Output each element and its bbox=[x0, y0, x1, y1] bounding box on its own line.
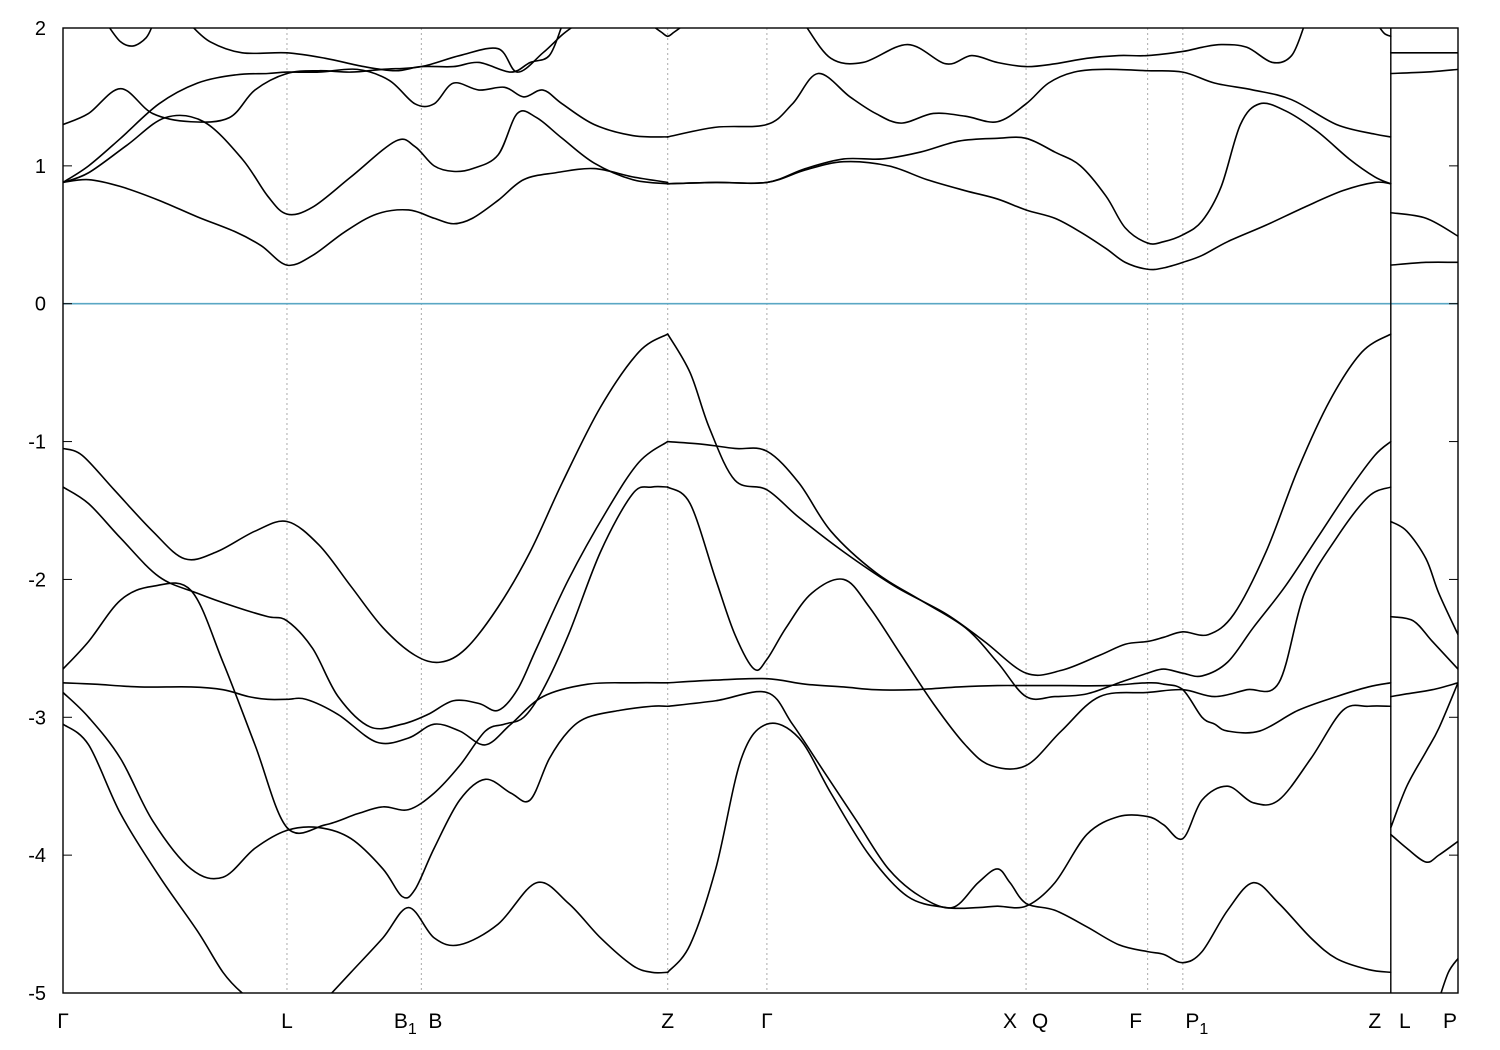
band-line-18 bbox=[1390, 520, 1458, 636]
x-tick-labels: Γ L B1 B Z Γ X Q F P1 Z L P bbox=[57, 1010, 1457, 1038]
ytick-label: -3 bbox=[28, 707, 46, 729]
xtick-label: B bbox=[428, 1010, 442, 1033]
band-line-28 bbox=[1390, 682, 1458, 698]
xtick-label: X bbox=[1003, 1010, 1017, 1033]
band-line-14 bbox=[1378, 28, 1392, 38]
xtick-label: P1 bbox=[1185, 1010, 1208, 1038]
band-line-7 bbox=[666, 68, 1392, 138]
ytick-label: 2 bbox=[35, 18, 46, 40]
plot-frame bbox=[62, 27, 1459, 994]
band-line-30 bbox=[330, 881, 669, 993]
band-line-27 bbox=[666, 690, 1392, 974]
xtick-label: P bbox=[1443, 1010, 1457, 1033]
band-line-11 bbox=[108, 28, 153, 47]
band-line-5 bbox=[1390, 211, 1458, 237]
xtick-label: Γ bbox=[761, 1010, 773, 1033]
ytick-label: 0 bbox=[35, 294, 46, 316]
band-line-20 bbox=[666, 440, 1392, 701]
band-line-1 bbox=[666, 160, 1392, 271]
band-line-21 bbox=[1390, 615, 1458, 670]
band-line-17 bbox=[666, 333, 1392, 677]
xtick-label: B1 bbox=[394, 1010, 417, 1038]
band-line-6 bbox=[63, 68, 669, 184]
ytick-label: 1 bbox=[35, 156, 46, 178]
ytick-label: -4 bbox=[28, 845, 46, 867]
band-line-3 bbox=[63, 110, 669, 216]
band-line-25 bbox=[666, 677, 1392, 734]
band-line-23 bbox=[666, 486, 1392, 770]
band-line-34 bbox=[1440, 957, 1458, 993]
band-line-29 bbox=[63, 723, 244, 993]
xtick-label: Γ bbox=[57, 1010, 69, 1033]
band-line-12 bbox=[192, 28, 562, 73]
band-line-9 bbox=[63, 28, 573, 126]
band-line-32 bbox=[1390, 682, 1458, 829]
band-line-24 bbox=[63, 681, 669, 746]
band-line-0 bbox=[63, 167, 669, 267]
ytick-label: -5 bbox=[28, 983, 46, 1005]
band-line-16 bbox=[63, 333, 669, 664]
band-line-2 bbox=[1390, 261, 1458, 266]
ytick-label: -1 bbox=[28, 432, 46, 454]
band-line-4 bbox=[666, 102, 1392, 245]
xtick-label: Z bbox=[1368, 1010, 1381, 1033]
xtick-label: L bbox=[281, 1010, 293, 1033]
axes bbox=[62, 27, 1459, 994]
xtick-label: Q bbox=[1032, 1010, 1048, 1033]
band-line-13 bbox=[654, 28, 682, 38]
xtick-label: Z bbox=[661, 1010, 674, 1033]
xtick-label: F bbox=[1129, 1010, 1142, 1033]
band-line-19 bbox=[63, 440, 669, 730]
band-line-33 bbox=[1390, 833, 1458, 864]
band-line-22 bbox=[63, 485, 669, 834]
y-tick-labels: -5 -4 -3 -2 -1 0 1 2 bbox=[28, 18, 46, 1005]
band-line-10 bbox=[806, 28, 1305, 68]
ytick-label: -2 bbox=[28, 569, 46, 591]
band-line-26 bbox=[63, 691, 669, 899]
xtick-label: L bbox=[1399, 1010, 1411, 1033]
band-line-31 bbox=[666, 704, 1392, 974]
band-line-8 bbox=[1390, 68, 1458, 75]
band-lines bbox=[63, 28, 1458, 993]
